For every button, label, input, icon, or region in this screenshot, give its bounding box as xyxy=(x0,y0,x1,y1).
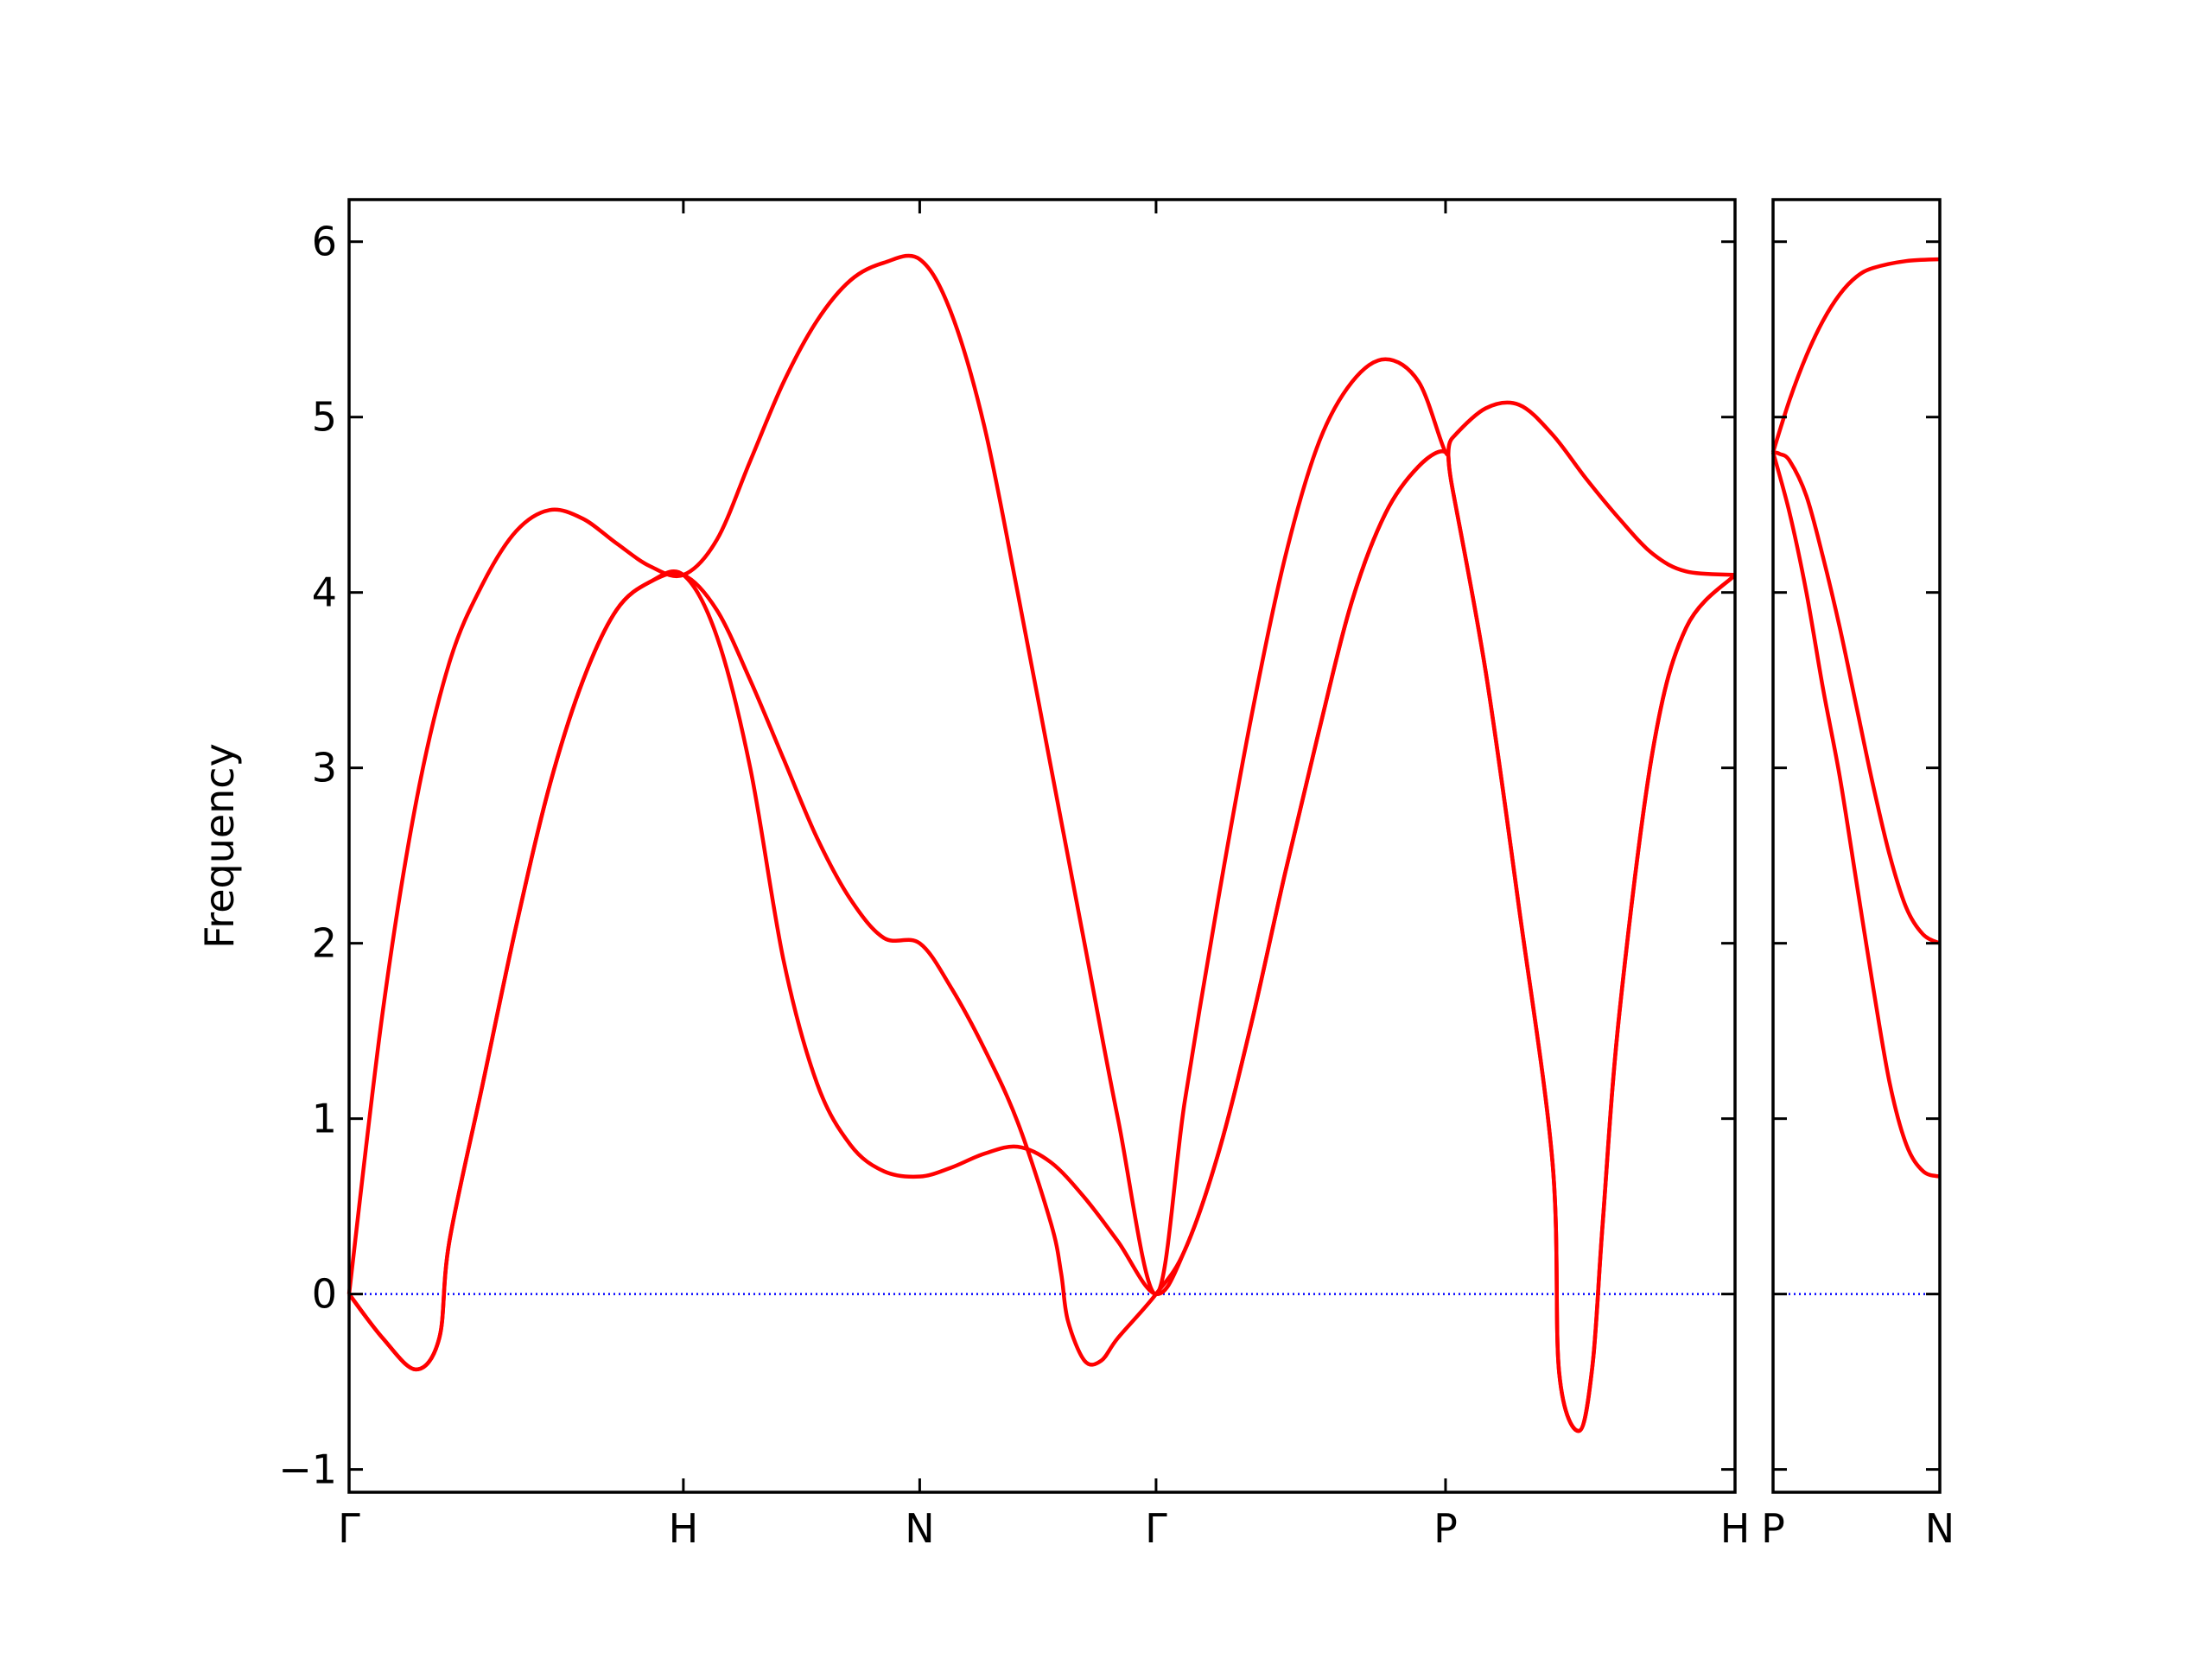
y-tick-label: 6 xyxy=(312,219,337,265)
x-tick-label: H xyxy=(669,1505,699,1552)
plot-frame xyxy=(1771,198,1942,1494)
x-tick-label: Γ xyxy=(338,1505,360,1552)
x-tick-label: P xyxy=(1761,1505,1785,1552)
y-tick-label: 3 xyxy=(312,745,337,791)
y-axis-label: Frequency xyxy=(196,743,243,949)
y-tick-label: 0 xyxy=(312,1271,337,1318)
plot-frame xyxy=(347,198,1737,1494)
x-tick-label: P xyxy=(1433,1505,1458,1552)
y-tick-label: −1 xyxy=(278,1446,337,1493)
y-tick-label: 1 xyxy=(312,1096,337,1142)
x-tick-label: N xyxy=(905,1505,934,1552)
x-tick-label: Γ xyxy=(1145,1505,1167,1552)
y-tick-label: 5 xyxy=(312,394,337,441)
y-tick-label: 4 xyxy=(312,569,337,616)
x-tick-label: N xyxy=(1925,1505,1955,1552)
band-line xyxy=(347,449,1737,1433)
band-line xyxy=(1770,451,1941,1179)
y-tick-label: 2 xyxy=(312,920,337,967)
x-tick-label: H xyxy=(1720,1505,1751,1552)
band-line xyxy=(1770,257,1941,453)
band-line xyxy=(1772,450,1942,945)
